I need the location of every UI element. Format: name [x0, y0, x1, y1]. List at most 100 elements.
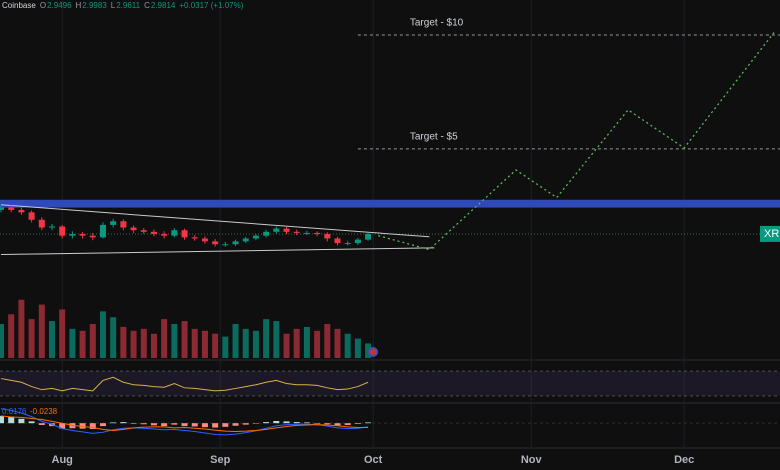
macd-hist-bar [120, 422, 127, 424]
rsi-band [0, 371, 780, 396]
candle-body [232, 241, 239, 245]
volume-bar [79, 330, 86, 358]
trendline [1, 247, 435, 256]
volume-bar [89, 324, 96, 358]
volume-bar [38, 304, 45, 358]
macd-hist-bar [38, 423, 45, 425]
volume-bar [293, 328, 300, 358]
volume-bar [18, 299, 25, 358]
candle-body [252, 235, 259, 239]
candle-body [314, 232, 321, 235]
x-tick-label: Nov [521, 454, 543, 466]
macd-hist-bar [28, 421, 35, 424]
volume-bar [201, 330, 208, 358]
volume-bar [130, 330, 137, 358]
volume-bar [252, 330, 259, 358]
volume-bar [344, 333, 351, 358]
macd-hist-bar [344, 423, 351, 425]
macd-signal-line [0, 415, 369, 433]
volume-bar [273, 321, 280, 358]
volume-bar [0, 324, 5, 358]
trendline [0, 204, 430, 238]
legend-key: L [111, 1, 116, 10]
volume-bar [99, 311, 106, 358]
x-tick-label: Dec [674, 454, 694, 466]
legend-key: O [40, 1, 46, 10]
candle-body [38, 219, 45, 228]
macd-hist-bar [283, 421, 290, 424]
rsi-line [0, 376, 369, 392]
candle-body [242, 238, 249, 242]
candle-body [293, 231, 300, 233]
macd-hist-bar [263, 422, 270, 424]
candle-body [334, 238, 341, 244]
candle-body [303, 232, 310, 234]
volume-bar [8, 314, 15, 358]
macd-hist-bar [222, 423, 229, 427]
macd-legend: 0.0176 [2, 407, 27, 416]
candle-body [28, 212, 35, 220]
macd-hist-bar [324, 423, 331, 425]
candle-body [283, 228, 290, 232]
volume-bar [120, 326, 127, 358]
volume-bar [242, 328, 249, 358]
candle-body [212, 241, 219, 245]
exchange: Coinbase [2, 1, 36, 10]
candle-body [201, 238, 208, 242]
candle-body [324, 234, 331, 239]
candle-body [89, 235, 96, 238]
candle-body [181, 230, 188, 238]
x-tick-label: Oct [364, 454, 383, 466]
candle-body [110, 221, 117, 225]
candle-body [171, 230, 178, 236]
macd-hist-bar [201, 423, 208, 428]
candle-body [18, 209, 25, 213]
macd-macd-line [0, 408, 369, 436]
macd-hist-bar [354, 423, 361, 424]
candle-body [99, 224, 106, 238]
candle-body [161, 234, 168, 236]
legend-key: H [76, 1, 82, 10]
volume-bar [334, 328, 341, 358]
candle-body [69, 234, 76, 236]
candle-body [344, 243, 351, 245]
macd-hist-bar [18, 418, 25, 424]
candle-body [8, 207, 15, 210]
candle-body [79, 234, 86, 236]
macd-hist-bar [161, 423, 168, 427]
volume-bar [354, 338, 361, 358]
candle-body [263, 231, 270, 236]
macd-hist-bar [242, 423, 249, 425]
candle-body [365, 234, 372, 240]
volume-bar [212, 333, 219, 358]
macd-hist-bar [273, 421, 280, 424]
volume-bar [232, 324, 239, 358]
symbol-label: XRP [764, 228, 780, 240]
legend-value: 2.9496 [47, 1, 72, 10]
macd-hist-bar [293, 422, 300, 424]
legend-key: C [144, 1, 150, 10]
volume-bar [303, 326, 310, 358]
volume-bar [59, 309, 66, 358]
macd-legend: -0.0238 [30, 407, 58, 416]
candle-body [59, 226, 66, 236]
macd-hist-bar [252, 423, 259, 424]
volume-bar [161, 319, 168, 358]
legend-value: 2.9983 [82, 1, 107, 10]
volume-bar [150, 333, 157, 358]
header: Coinbase O2.9496 H2.9983 L2.9611 C2.9814 +0.0… [2, 1, 244, 10]
volume-bar [49, 321, 55, 358]
macd-hist-bar [303, 422, 310, 424]
resistance-zone [0, 199, 780, 208]
macd-hist-bar [59, 423, 66, 429]
macd-hist-bar [140, 423, 147, 425]
volume-bar [191, 328, 198, 358]
macd-hist-bar [365, 422, 372, 424]
legend-value: 2.9814 [151, 1, 176, 10]
volume-bar [222, 336, 229, 358]
macd-hist-bar [171, 423, 178, 425]
projection-line [378, 29, 777, 251]
event-icon [368, 347, 379, 357]
candle-body [120, 221, 127, 228]
macd-hist-bar [334, 423, 341, 426]
